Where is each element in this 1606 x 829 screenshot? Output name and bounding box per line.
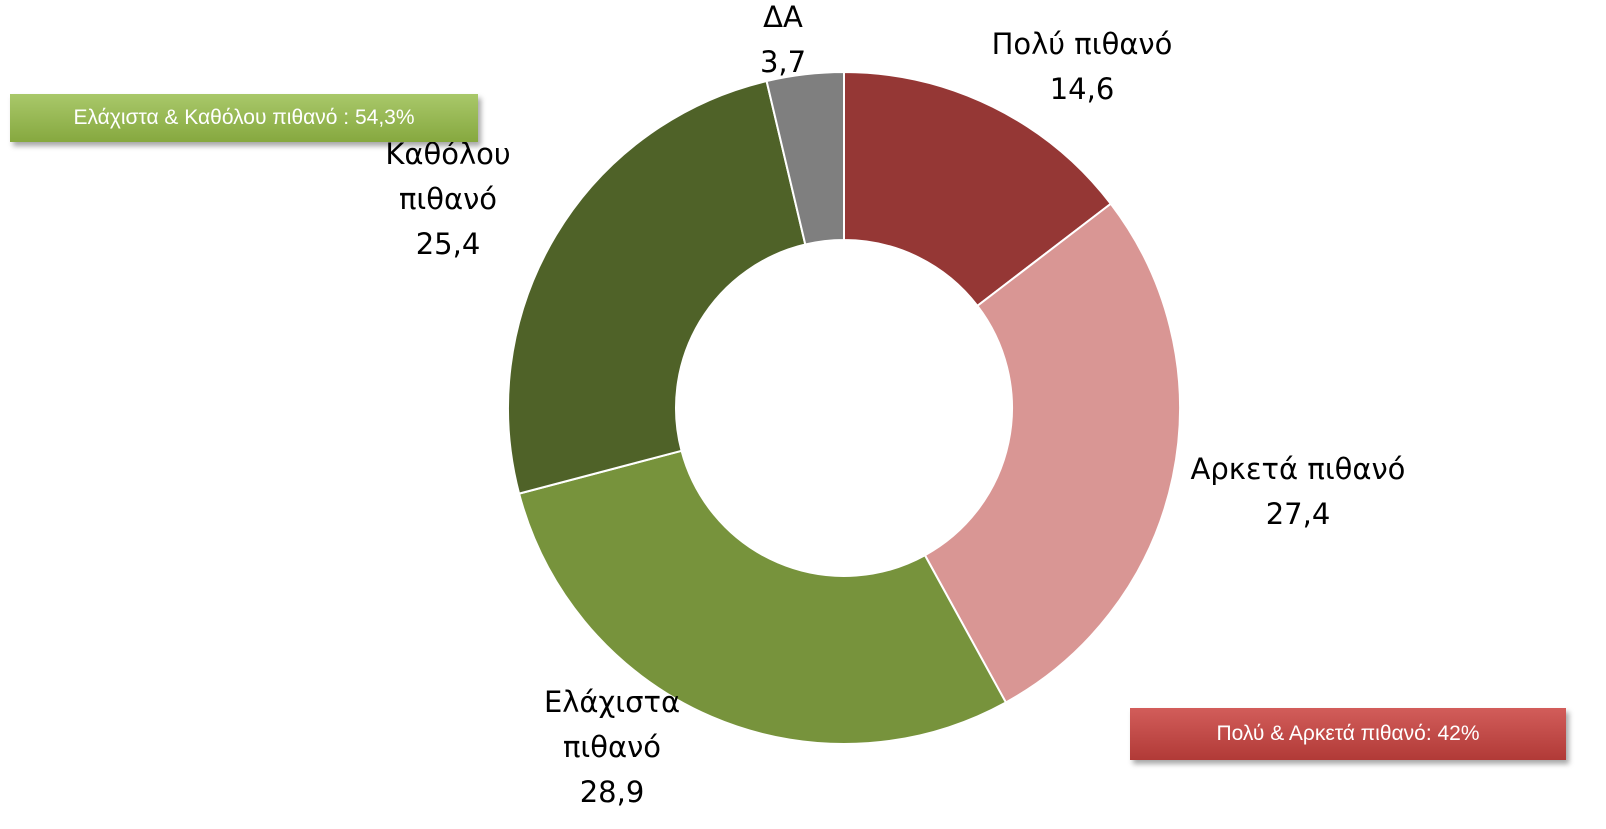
value-label: 3,7 — [759, 45, 807, 79]
donut-slice — [843, 70, 1113, 308]
donut-slice — [517, 449, 1008, 745]
value-label: 14,6 — [1049, 72, 1115, 106]
donut-slice — [923, 202, 1181, 704]
category-label: Ελάχιστα πιθανό — [543, 685, 681, 764]
category-label: Πολύ πιθανό — [991, 27, 1173, 61]
value-label: 25,4 — [415, 227, 481, 261]
annotation-banner: Πολύ & Αρκετά πιθανό: 42% — [1130, 708, 1566, 760]
category-label: Καθόλου πιθανό — [385, 137, 511, 216]
category-label: ΔΑ — [763, 0, 803, 34]
data-label: Καθόλου πιθανό 25,4 — [373, 132, 523, 267]
data-label: Πολύ πιθανό 14,6 — [952, 22, 1212, 112]
donut-slice — [765, 70, 845, 246]
donut-slice — [507, 79, 807, 495]
annotation-banner: Ελάχιστα & Καθόλου πιθανό : 54,3% — [10, 94, 478, 142]
data-label: ΔΑ 3,7 — [733, 0, 833, 85]
data-label: Αρκετά πιθανό 27,4 — [1148, 447, 1448, 537]
data-label: Ελάχιστα πιθανό 28,9 — [537, 680, 687, 815]
value-label: 28,9 — [579, 775, 645, 809]
category-label: Αρκετά πιθανό — [1190, 452, 1406, 486]
value-label: 27,4 — [1265, 497, 1331, 531]
